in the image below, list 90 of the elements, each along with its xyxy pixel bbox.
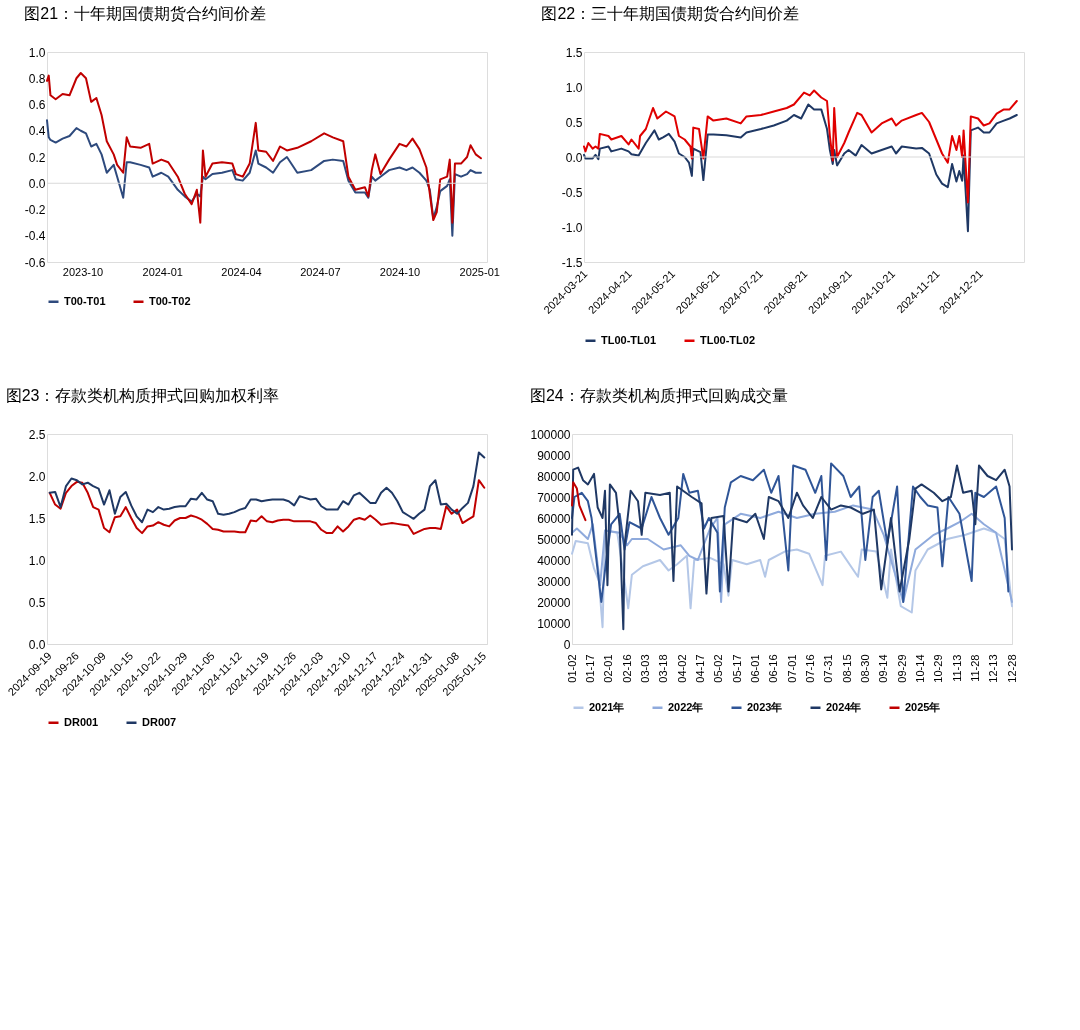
- y-tick-label: 60000: [537, 511, 571, 526]
- y-tick-label: 0: [563, 637, 571, 652]
- line-series: [48, 479, 486, 535]
- x-tick-label: 05-17: [730, 654, 743, 683]
- x-tick-label: 06-01: [748, 654, 761, 683]
- legend-label: 2022年: [668, 700, 704, 713]
- x-tick-label: 2024-04: [221, 265, 262, 278]
- y-tick-label: 40000: [537, 553, 571, 568]
- line-series: [571, 464, 1013, 631]
- x-tick-label: 09-14: [877, 654, 890, 683]
- legend-label: TL00-TL02: [700, 333, 756, 346]
- y-tick-label: 1.5: [28, 511, 46, 526]
- y-tick-label: 0.4: [28, 124, 46, 139]
- y-tick-label: -0.2: [24, 203, 46, 217]
- legend-label: T00-T01: [64, 294, 106, 307]
- x-tick-label: 11-13: [950, 654, 963, 682]
- line-series: [571, 462, 1010, 603]
- x-tick-label: 2024-07: [300, 265, 341, 278]
- y-tick-label: -0.6: [24, 255, 46, 270]
- chart-title: 图21：十年期国债期货合约间价差: [24, 5, 267, 22]
- y-tick-label: 70000: [537, 490, 571, 505]
- x-tick-label: 09-29: [895, 654, 908, 683]
- x-tick-label: 10-14: [913, 654, 926, 683]
- x-tick-label: 01-02: [565, 654, 578, 683]
- x-tick-label: 03-03: [638, 654, 651, 683]
- y-tick-label: -1.0: [561, 220, 583, 235]
- x-tick-label: 06-16: [767, 654, 780, 683]
- y-tick-label: 0.5: [565, 115, 583, 130]
- y-tick-label: 1.0: [28, 45, 46, 60]
- y-tick-label: 0.6: [28, 98, 46, 112]
- line-series: [46, 72, 482, 224]
- y-tick-label: 0.8: [28, 71, 46, 86]
- line-series: [583, 89, 1018, 204]
- y-tick-label: 30000: [537, 574, 571, 589]
- legend-label: 2025年: [905, 700, 941, 713]
- legend-label: 2024年: [826, 700, 862, 713]
- y-tick-label: 1.0: [28, 553, 46, 568]
- y-tick-label: 2.0: [28, 469, 46, 484]
- x-tick-label: 02-01: [602, 654, 615, 683]
- y-tick-label: 0.2: [28, 150, 46, 165]
- y-tick-label: 80000: [537, 469, 571, 484]
- x-tick-label: 10-29: [932, 654, 945, 683]
- line-series: [571, 481, 587, 522]
- line-series: [48, 451, 486, 524]
- x-tick-label: 2024-10: [379, 265, 421, 278]
- y-tick-label: -0.5: [561, 185, 583, 200]
- chart-title: 图23：存款类机构质押式回购加权利率: [5, 387, 280, 404]
- y-tick-label: 0.5: [28, 595, 46, 610]
- line-series: [583, 103, 1018, 233]
- legend-label: 2023年: [747, 700, 783, 713]
- x-tick-label: 03-18: [657, 654, 670, 683]
- legend-label: DR001: [64, 715, 99, 728]
- line-series: [46, 119, 482, 237]
- line-series: [571, 504, 1013, 603]
- x-tick-label: 02-16: [620, 654, 633, 683]
- x-tick-label: 08-30: [858, 654, 871, 683]
- y-tick-label: -0.4: [24, 229, 46, 244]
- x-tick-label: 07-16: [803, 654, 816, 683]
- y-tick-label: 0.0: [565, 150, 583, 165]
- y-tick-label: 2.5: [28, 427, 46, 442]
- y-tick-label: 100000: [530, 427, 571, 442]
- x-tick-label: 12-13: [987, 654, 1000, 683]
- x-tick-label: 07-01: [785, 654, 798, 683]
- y-tick-label: 0.0: [28, 637, 46, 652]
- line-series: [571, 527, 1013, 629]
- y-tick-label: -1.5: [561, 255, 583, 270]
- x-tick-label: 01-17: [583, 654, 596, 683]
- x-tick-label: 05-02: [712, 654, 725, 683]
- x-tick-label: 04-17: [693, 654, 706, 683]
- x-tick-label: 11-28: [968, 654, 981, 682]
- legend-label: 2021年: [589, 700, 625, 713]
- y-tick-label: 90000: [537, 448, 571, 463]
- y-tick-label: 20000: [537, 595, 571, 610]
- y-tick-label: 1.5: [565, 45, 583, 60]
- y-tick-label: 10000: [537, 616, 571, 631]
- x-tick-label: 12-28: [1005, 654, 1018, 683]
- legend-label: DR007: [142, 715, 177, 728]
- x-tick-label: 2025-01: [459, 265, 500, 278]
- x-tick-label: 07-31: [822, 654, 835, 683]
- y-tick-label: 1.0: [565, 80, 583, 95]
- x-tick-label: 08-15: [840, 654, 853, 683]
- x-tick-label: 2024-01: [142, 265, 183, 278]
- legend-label: TL00-TL01: [601, 333, 657, 346]
- x-tick-label: 2023-10: [62, 265, 104, 278]
- x-tick-label: 04-02: [675, 654, 688, 683]
- legend-label: T00-T02: [149, 294, 191, 307]
- chart-title: 图22：三十年期国债期货合约间价差: [541, 5, 800, 22]
- y-tick-label: 0.0: [28, 176, 46, 191]
- chart-title: 图24：存款类机构质押式回购成交量: [529, 387, 788, 404]
- y-tick-label: 50000: [537, 532, 571, 547]
